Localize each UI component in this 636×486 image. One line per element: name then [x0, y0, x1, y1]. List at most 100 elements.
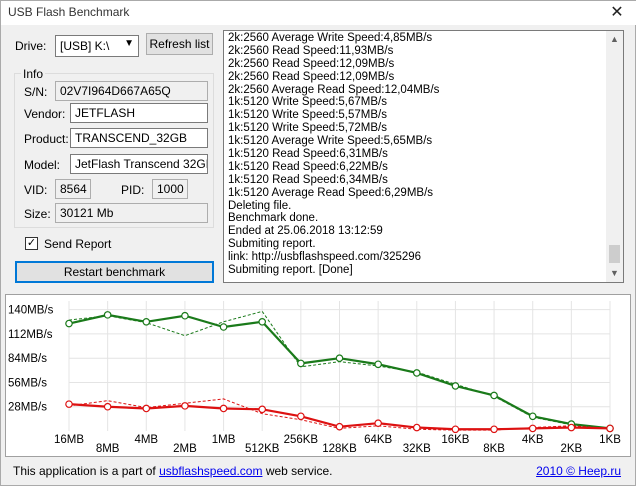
- log-line: 1k:5120 Write Speed:5,67MB/s: [228, 96, 387, 109]
- data-point: [528, 424, 537, 433]
- y-tick-label: 112MB/s: [8, 329, 53, 341]
- info-group-title: Info: [21, 67, 46, 81]
- x-tick-label: 16KB: [441, 434, 469, 446]
- log-line: 2k:2560 Average Read Speed:12,04MB/s: [228, 83, 440, 96]
- data-point: [412, 423, 421, 432]
- y-tick-label: 28MB/s: [8, 402, 47, 414]
- restart-benchmark-button[interactable]: Restart benchmark: [15, 261, 214, 283]
- drive-select-value: [USB] K:\: [60, 39, 110, 53]
- vid-label: VID:: [24, 183, 48, 197]
- log-line: 2k:2560 Read Speed:11,93MB/s: [228, 44, 394, 57]
- x-tick-label: 1MB: [212, 434, 236, 446]
- log-line: 2k:2560 Read Speed:12,09MB/s: [228, 57, 395, 70]
- send-report-checkbox[interactable]: ✓: [25, 237, 38, 250]
- data-point: [65, 400, 73, 408]
- y-tick-label: 140MB/s: [8, 305, 54, 317]
- x-tick-label: 4MB: [134, 434, 158, 446]
- data-point: [528, 412, 537, 421]
- log-line: Benchmark done.: [228, 212, 319, 225]
- send-report-label[interactable]: Send Report: [44, 237, 112, 251]
- log-line: 1k:5120 Write Speed:5,72MB/s: [228, 122, 387, 135]
- y-tick-label: 56MB/s: [8, 377, 47, 389]
- x-tick-label: 1KB: [599, 434, 621, 446]
- vendor-label: Vendor:: [24, 107, 66, 121]
- model-field: JetFlash Transcend 32GB: [70, 154, 208, 174]
- data-point: [103, 402, 112, 411]
- log-line: link: http://usbflashspeed.com/325296: [228, 251, 422, 264]
- data-point: [142, 404, 151, 413]
- x-tick-label: 8KB: [483, 443, 505, 455]
- log-line: 1k:5120 Read Speed:6,22MB/s: [228, 160, 388, 173]
- scroll-thumb[interactable]: [609, 245, 620, 263]
- pid-label: PID:: [121, 183, 145, 197]
- x-tick-label: 16MB: [54, 434, 84, 446]
- info-group: [14, 73, 214, 228]
- data-point: [103, 311, 112, 319]
- log-line: 1k:5120 Read Speed:6,31MB/s: [228, 148, 388, 161]
- model-label: Model:: [24, 158, 61, 172]
- window-title: USB Flash Benchmark: [8, 5, 130, 19]
- x-tick-label: 32KB: [403, 443, 431, 455]
- x-tick-label: 128KB: [322, 443, 357, 455]
- log-line: Submiting report.: [228, 238, 316, 251]
- copyright-link[interactable]: 2010 © Heep.ru: [536, 464, 621, 478]
- vendor-field: JETFLASH: [70, 103, 208, 123]
- log-scrollbar[interactable]: ▲ ▼: [606, 31, 623, 282]
- chevron-down-icon: ▼: [124, 38, 134, 49]
- data-point: [297, 412, 305, 421]
- drive-select[interactable]: [USB] K:\ ▼: [55, 35, 139, 57]
- data-point: [181, 311, 189, 320]
- chart-svg: 140MB/s 112MB/s 84MB/s 56MB/s 28MB/s 16MB 8MB 4…: [8, 301, 621, 455]
- data-point: [374, 360, 382, 369]
- log-line: Ended at 25.06.2018 13:12:59: [228, 225, 383, 238]
- data-point: [297, 359, 305, 368]
- data-point: [219, 323, 228, 331]
- data-point: [374, 419, 382, 428]
- title-bar: USB Flash Benchmark ✕: [1, 1, 636, 25]
- data-point: [451, 425, 460, 434]
- data-point: [490, 391, 498, 400]
- drive-label: Drive:: [15, 39, 47, 53]
- x-tick-label: 2MB: [173, 443, 197, 455]
- close-icon[interactable]: ✕: [610, 4, 624, 21]
- log-textbox[interactable]: 2k:2560 Average Write Speed:4,85MB/s 2k:2…: [223, 30, 624, 283]
- log-line: 1k:5120 Average Read Speed:6,29MB/s: [228, 186, 434, 199]
- log-line: 1k:5120 Read Speed:6,34MB/s: [228, 173, 388, 186]
- footer-prefix: This application is a part of: [13, 464, 160, 478]
- data-point: [219, 404, 228, 413]
- refresh-list-button[interactable]: Refresh list: [146, 33, 213, 55]
- log-line: 2k:2560 Average Write Speed:4,85MB/s: [228, 32, 433, 44]
- log-line: 1k:5120 Write Speed:5,57MB/s: [228, 109, 387, 122]
- data-point: [335, 422, 344, 431]
- scroll-up-icon[interactable]: ▲: [610, 34, 619, 44]
- product-field: TRANSCEND_32GB: [70, 128, 208, 148]
- size-field: 30121 Mb: [55, 203, 208, 223]
- log-line: Submiting report. [Done]: [228, 264, 353, 277]
- product-label: Product:: [24, 132, 69, 146]
- x-tick-label: 2KB: [560, 443, 582, 455]
- size-label: Size:: [24, 207, 51, 221]
- vid-field: 8564: [55, 179, 91, 199]
- log-line: Deleting file.: [228, 199, 292, 212]
- footer-suffix: web service.: [262, 464, 333, 478]
- x-tick-label: 512KB: [245, 443, 280, 455]
- x-tick-label: 64KB: [364, 434, 392, 446]
- log-line: 2k:2560 Read Speed:12,09MB/s: [228, 70, 395, 83]
- data-point: [65, 319, 73, 328]
- data-point: [142, 317, 151, 326]
- data-point: [335, 354, 344, 363]
- x-tick-label: 8MB: [96, 443, 120, 455]
- pid-field: 1000: [152, 179, 188, 199]
- scroll-down-icon[interactable]: ▼: [610, 268, 619, 278]
- footer-text: This application is a part of usbflashsp…: [13, 464, 333, 478]
- x-tick-label: 256KB: [284, 434, 319, 446]
- data-point: [567, 423, 576, 432]
- benchmark-chart: 140MB/s 112MB/s 84MB/s 56MB/s 28MB/s 16MB 8MB 4…: [5, 294, 631, 457]
- footer-link[interactable]: usbflashspeed.com: [159, 464, 263, 478]
- data-point: [258, 405, 267, 414]
- sn-field: 02V7I964D667A65Q: [55, 81, 208, 101]
- x-tick-label: 4KB: [522, 434, 544, 446]
- data-point: [451, 382, 460, 390]
- log-line: 1k:5120 Average Write Speed:5,65MB/s: [228, 135, 433, 148]
